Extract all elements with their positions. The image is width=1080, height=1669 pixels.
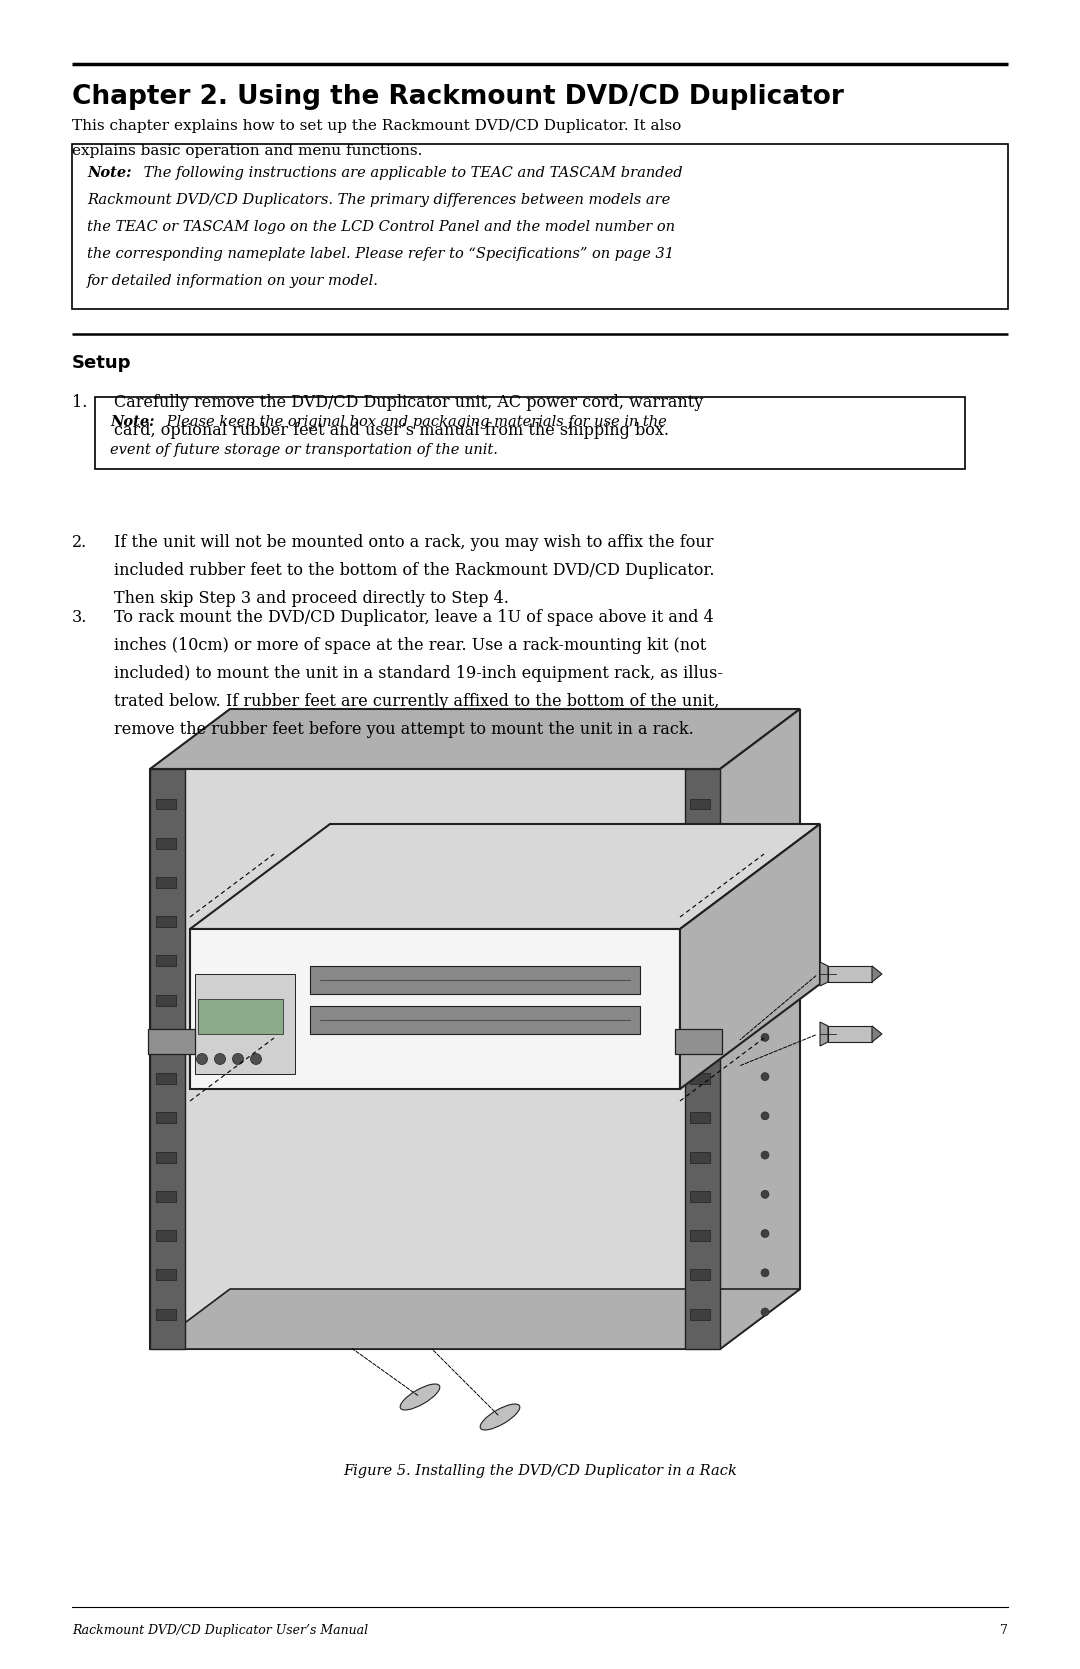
Bar [310, 1006, 640, 1035]
FancyBboxPatch shape [72, 144, 1008, 309]
Polygon shape [872, 1026, 882, 1041]
Polygon shape [872, 966, 882, 981]
Polygon shape [680, 824, 820, 1088]
Bar [156, 1073, 176, 1085]
Polygon shape [190, 824, 820, 930]
Text: included rubber feet to the bottom of the Rackmount DVD/CD Duplicator.: included rubber feet to the bottom of th… [114, 562, 715, 579]
Text: explains basic operation and menu functions.: explains basic operation and menu functi… [72, 144, 422, 159]
Text: the corresponding nameplate label. Please refer to “Specifications” on page 31: the corresponding nameplate label. Pleas… [87, 247, 674, 260]
Circle shape [761, 1230, 769, 1237]
Bar [690, 1190, 710, 1202]
Polygon shape [820, 961, 828, 986]
Ellipse shape [401, 1384, 440, 1410]
Text: Then skip Step 3 and proceed directly to Step 4.: Then skip Step 3 and proceed directly to… [114, 591, 509, 608]
Bar [195, 975, 295, 1073]
Bar [156, 1190, 176, 1202]
Polygon shape [828, 966, 872, 981]
Bar [690, 1230, 710, 1242]
Circle shape [761, 1190, 769, 1198]
Text: If the unit will not be mounted onto a rack, you may wish to affix the four: If the unit will not be mounted onto a r… [114, 534, 714, 551]
Circle shape [761, 1112, 769, 1120]
Ellipse shape [481, 1404, 519, 1430]
Text: card, optional rubber feet and user’s manual from the shipping box.: card, optional rubber feet and user’s ma… [114, 422, 669, 439]
Text: event of future storage or transportation of the unit.: event of future storage or transportatio… [110, 442, 498, 457]
FancyBboxPatch shape [95, 397, 966, 469]
Bar [156, 1268, 176, 1280]
Bar [156, 916, 176, 928]
Polygon shape [828, 1026, 872, 1041]
Bar [310, 966, 640, 995]
Polygon shape [720, 709, 800, 1349]
Bar [690, 1268, 710, 1280]
Circle shape [761, 955, 769, 963]
Text: Setup: Setup [72, 354, 132, 372]
Text: Rackmount DVD/CD Duplicator User’s Manual: Rackmount DVD/CD Duplicator User’s Manua… [72, 1624, 368, 1637]
Bar [156, 955, 176, 966]
Circle shape [215, 1053, 226, 1065]
Polygon shape [150, 1288, 800, 1349]
Text: Note:: Note: [110, 416, 154, 429]
Polygon shape [820, 1021, 828, 1046]
Text: Carefully remove the DVD/CD Duplicator unit, AC power cord, warranty: Carefully remove the DVD/CD Duplicator u… [114, 394, 703, 411]
Bar [156, 1033, 176, 1045]
Text: the TEAC or TASCAM logo on the LCD Control Panel and the model number on: the TEAC or TASCAM logo on the LCD Contr… [87, 220, 675, 234]
Polygon shape [150, 709, 800, 769]
Bar [156, 798, 176, 809]
Circle shape [761, 1033, 769, 1041]
Text: Chapter 2. Using the Rackmount DVD/CD Duplicator: Chapter 2. Using the Rackmount DVD/CD Du… [72, 83, 843, 110]
Bar [156, 838, 176, 850]
Bar [156, 995, 176, 1006]
Text: 3.: 3. [72, 609, 87, 626]
Bar [690, 838, 710, 850]
Circle shape [761, 1073, 769, 1080]
Bar [156, 1112, 176, 1123]
Bar [690, 1112, 710, 1123]
Text: 1.: 1. [72, 394, 87, 411]
Text: To rack mount the DVD/CD Duplicator, leave a 1U of space above it and 4: To rack mount the DVD/CD Duplicator, lea… [114, 609, 714, 626]
Bar [690, 876, 710, 888]
Text: 7: 7 [1000, 1624, 1008, 1637]
Text: Rackmount DVD/CD Duplicators. The primary differences between models are: Rackmount DVD/CD Duplicators. The primar… [87, 194, 671, 207]
Polygon shape [150, 769, 185, 1349]
Bar [690, 798, 710, 809]
Text: Note:: Note: [87, 165, 132, 180]
Polygon shape [675, 1030, 723, 1055]
Circle shape [761, 876, 769, 885]
Bar [156, 1308, 176, 1320]
Bar [690, 995, 710, 1006]
Text: This chapter explains how to set up the Rackmount DVD/CD Duplicator. It also: This chapter explains how to set up the … [72, 118, 681, 134]
Bar [690, 916, 710, 928]
Circle shape [232, 1053, 243, 1065]
Polygon shape [148, 1030, 195, 1055]
Polygon shape [150, 769, 720, 1349]
Text: Please keep the original box and packaging materials for use in the: Please keep the original box and packagi… [162, 416, 666, 429]
Polygon shape [685, 769, 720, 1349]
Text: Figure 5. Installing the DVD/CD Duplicator in a Rack: Figure 5. Installing the DVD/CD Duplicat… [343, 1464, 737, 1479]
Bar [690, 1073, 710, 1085]
Bar [198, 1000, 283, 1035]
Circle shape [761, 995, 769, 1001]
Bar [690, 1152, 710, 1163]
Bar [156, 876, 176, 888]
Bar [156, 1230, 176, 1242]
Circle shape [197, 1053, 207, 1065]
Bar [690, 955, 710, 966]
Text: inches (10cm) or more of space at the rear. Use a rack-mounting kit (not: inches (10cm) or more of space at the re… [114, 638, 706, 654]
Circle shape [761, 1152, 769, 1158]
Bar [690, 1308, 710, 1320]
Bar [156, 1152, 176, 1163]
Text: included) to mount the unit in a standard 19-inch equipment rack, as illus-: included) to mount the unit in a standar… [114, 664, 723, 683]
Polygon shape [190, 930, 680, 1088]
Circle shape [761, 916, 769, 923]
Circle shape [761, 1268, 769, 1277]
Text: The following instructions are applicable to TEAC and TASCAM branded: The following instructions are applicabl… [139, 165, 683, 180]
Text: remove the rubber feet before you attempt to mount the unit in a rack.: remove the rubber feet before you attemp… [114, 721, 693, 738]
Text: for detailed information on your model.: for detailed information on your model. [87, 274, 379, 289]
Text: 2.: 2. [72, 534, 87, 551]
Circle shape [761, 1308, 769, 1315]
Text: trated below. If rubber feet are currently affixed to the bottom of the unit,: trated below. If rubber feet are current… [114, 693, 719, 709]
Bar [690, 1033, 710, 1045]
Circle shape [251, 1053, 261, 1065]
